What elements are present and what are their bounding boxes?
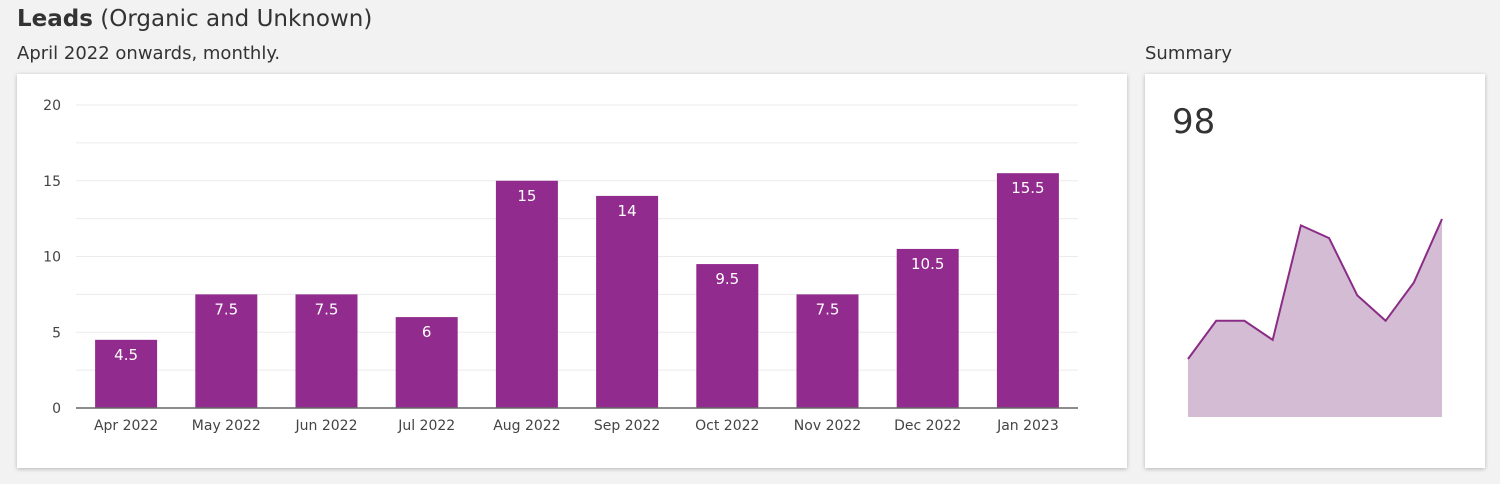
x-tick-label: Aug 2022	[493, 418, 560, 434]
bar-value-label: 4.5	[114, 346, 138, 364]
bar-chart-card: 0 5 10 15 20 4.5 Apr 2022 7.5 May 2022 7.5 Jun 202…	[17, 74, 1127, 468]
bar[interactable]	[896, 248, 959, 408]
bar[interactable]	[95, 339, 158, 408]
x-tick-label: May 2022	[192, 418, 261, 434]
bar-value-label: 14	[618, 202, 637, 220]
bar[interactable]	[395, 317, 458, 408]
y-tick-label: 20	[43, 98, 61, 114]
page-title: Leads (Organic and Unknown)	[17, 6, 372, 32]
bar-value-label: 15	[517, 187, 536, 205]
y-tick-label: 10	[43, 250, 61, 266]
y-tick-label: 0	[52, 401, 61, 417]
x-tick-label: Jan 2023	[996, 418, 1059, 434]
summary-value: 98	[1172, 102, 1216, 142]
page-subtitle: April 2022 onwards, monthly.	[17, 43, 281, 64]
bar-value-label: 7.5	[816, 300, 840, 318]
bar-chart: 0 5 10 15 20 4.5 Apr 2022 7.5 May 2022 7.5 Jun 202…	[43, 98, 1078, 434]
title-rest: (Organic and Unknown)	[100, 6, 373, 32]
bar[interactable]	[596, 195, 659, 408]
bar[interactable]	[996, 173, 1059, 408]
x-tick-label: Sep 2022	[594, 418, 660, 434]
x-tick-label: Apr 2022	[94, 418, 158, 434]
y-tick-label: 5	[52, 325, 61, 341]
bar[interactable]	[696, 264, 759, 408]
sparkline-line	[1187, 218, 1443, 360]
bar-value-label: 9.5	[715, 270, 739, 288]
summary-card: 98	[1145, 74, 1485, 468]
bar-value-label: 7.5	[214, 300, 238, 318]
sparkline-area	[1188, 219, 1442, 417]
x-tick-label: Jul 2022	[397, 418, 455, 434]
bar-value-label: 6	[422, 323, 432, 341]
bar-value-label: 7.5	[315, 300, 339, 318]
summary-label: Summary	[1145, 43, 1232, 64]
bar[interactable]	[495, 180, 558, 408]
bar[interactable]	[195, 294, 258, 408]
x-tick-label: Nov 2022	[794, 418, 861, 434]
x-tick-label: Oct 2022	[695, 418, 759, 434]
bar-value-label: 10.5	[911, 255, 944, 273]
bar[interactable]	[295, 294, 358, 408]
bar[interactable]	[796, 294, 859, 408]
y-tick-label: 15	[43, 174, 61, 190]
title-bold: Leads	[17, 6, 93, 32]
bar-value-label: 15.5	[1011, 179, 1044, 197]
x-tick-label: Jun 2022	[295, 418, 358, 434]
x-tick-label: Dec 2022	[894, 418, 961, 434]
sparkline	[1187, 218, 1443, 417]
